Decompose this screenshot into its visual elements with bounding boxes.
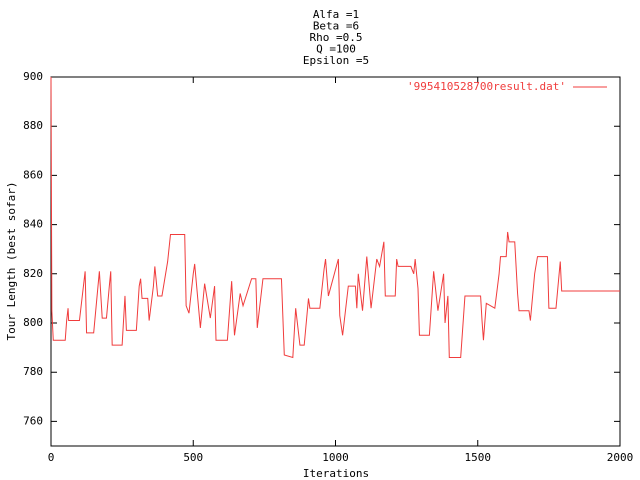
y-tick-label: 860: [23, 168, 43, 181]
y-axis-label: Tour Length (best sofar): [5, 182, 18, 341]
chart-title: Rho =0.5: [310, 31, 363, 44]
x-tick-label: 500: [183, 451, 203, 464]
y-tick-label: 820: [23, 267, 43, 280]
chart-title: Epsilon =5: [303, 54, 369, 67]
x-tick-label: 1500: [465, 451, 492, 464]
y-tick-label: 900: [23, 70, 43, 83]
x-tick-label: 1000: [322, 451, 349, 464]
y-tick-label: 840: [23, 218, 43, 231]
data-line: [50, 76, 620, 359]
plot-border: [50, 76, 621, 447]
y-tick-label: 800: [23, 316, 43, 329]
y-tick-label: 780: [23, 365, 43, 378]
chart-title: Alfa =1: [313, 8, 359, 21]
x-axis-label: Iterations: [303, 467, 369, 480]
chart-title: Beta =6: [313, 20, 359, 33]
y-tick-label: 880: [23, 119, 43, 132]
x-tick-label: 0: [48, 451, 55, 464]
chart-title: Q =100: [316, 43, 356, 56]
y-tick-label: 760: [23, 414, 43, 427]
legend-label: '995410528700result.dat': [407, 80, 566, 93]
x-tick-label: 2000: [607, 451, 634, 464]
